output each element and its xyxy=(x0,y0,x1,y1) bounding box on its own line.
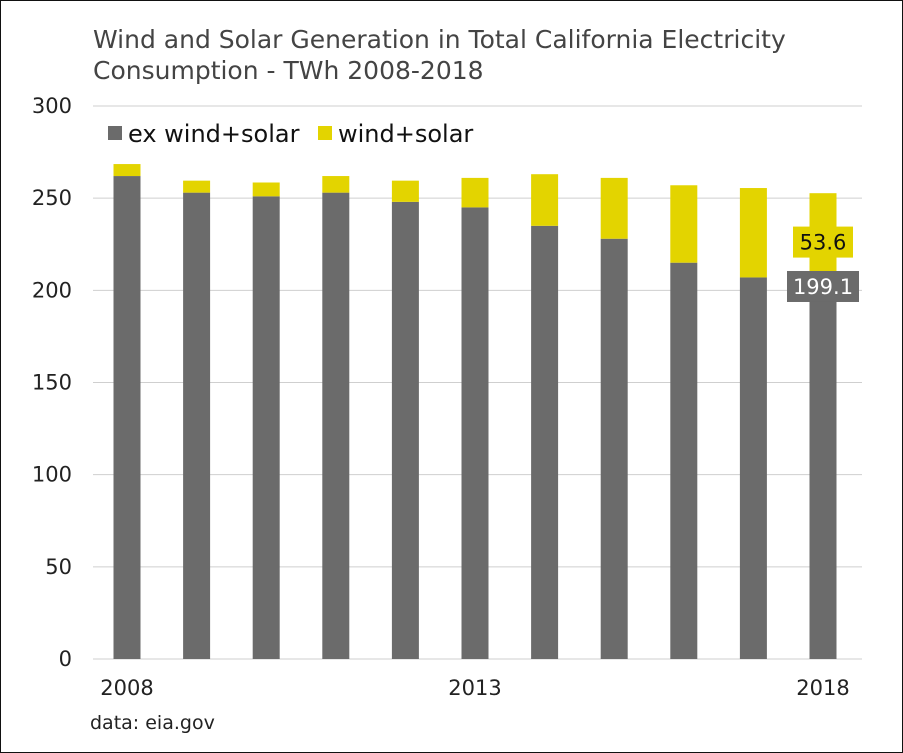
x-axis-ticks: 2008 2013 2018 xyxy=(100,676,849,700)
y-tick-label: 150 xyxy=(32,371,72,395)
data-labels: 53.6 199.1 xyxy=(787,226,859,302)
bar-ex-wind-solar xyxy=(391,201,419,659)
bar-ex-wind-solar xyxy=(113,176,141,659)
y-tick-label: 250 xyxy=(32,186,72,210)
bar-ex-wind-solar xyxy=(531,225,559,660)
bar-ex-wind-solar xyxy=(183,192,211,660)
y-tick-label: 0 xyxy=(59,647,72,671)
bar-ex-wind-solar xyxy=(809,291,837,659)
bar-wind-solar xyxy=(322,176,350,193)
bar-wind-solar xyxy=(113,164,141,177)
bar-ex-wind-solar xyxy=(739,277,767,659)
bar-wind-solar xyxy=(670,185,698,263)
legend-label: wind+solar xyxy=(338,120,473,148)
bars xyxy=(113,164,837,660)
data-label-box xyxy=(787,270,859,302)
chart-title: Wind and Solar Generation in Total Calif… xyxy=(93,24,873,86)
chart-title-line-1: Wind and Solar Generation in Total Calif… xyxy=(93,25,786,54)
data-label-box xyxy=(793,226,853,258)
bar-ex-wind-solar xyxy=(322,192,350,660)
legend-swatch xyxy=(108,126,122,140)
y-axis-ticks: 0 50 100 150 200 250 300 xyxy=(32,94,72,671)
y-tick-label: 200 xyxy=(32,278,72,302)
data-label: 199.1 xyxy=(793,275,853,299)
y-tick-label: 100 xyxy=(32,463,72,487)
y-tick-label: 300 xyxy=(32,94,72,118)
bar-ex-wind-solar xyxy=(670,262,698,659)
bar-wind-solar xyxy=(183,180,211,193)
source-note: data: eia.gov xyxy=(90,712,215,734)
bar-ex-wind-solar xyxy=(252,196,280,659)
chart-title-line-2: Consumption - TWh 2008-2018 xyxy=(93,56,484,85)
legend: ex wind+solar wind+solar xyxy=(108,120,473,148)
y-tick-label: 50 xyxy=(45,555,72,579)
bar-ex-wind-solar xyxy=(461,207,489,659)
bar-wind-solar xyxy=(739,188,767,278)
bar-ex-wind-solar xyxy=(600,238,628,659)
x-tick-label: 2018 xyxy=(796,676,849,700)
legend-label: ex wind+solar xyxy=(128,120,300,148)
bar-wind-solar xyxy=(461,177,489,208)
legend-swatch xyxy=(318,126,332,140)
x-tick-label: 2013 xyxy=(448,676,501,700)
bar-wind-solar xyxy=(391,180,419,202)
bar-wind-solar xyxy=(600,177,628,239)
x-tick-label: 2008 xyxy=(100,676,153,700)
bar-wind-solar xyxy=(252,182,280,197)
data-label: 53.6 xyxy=(800,231,847,255)
bar-wind-solar xyxy=(531,174,559,226)
